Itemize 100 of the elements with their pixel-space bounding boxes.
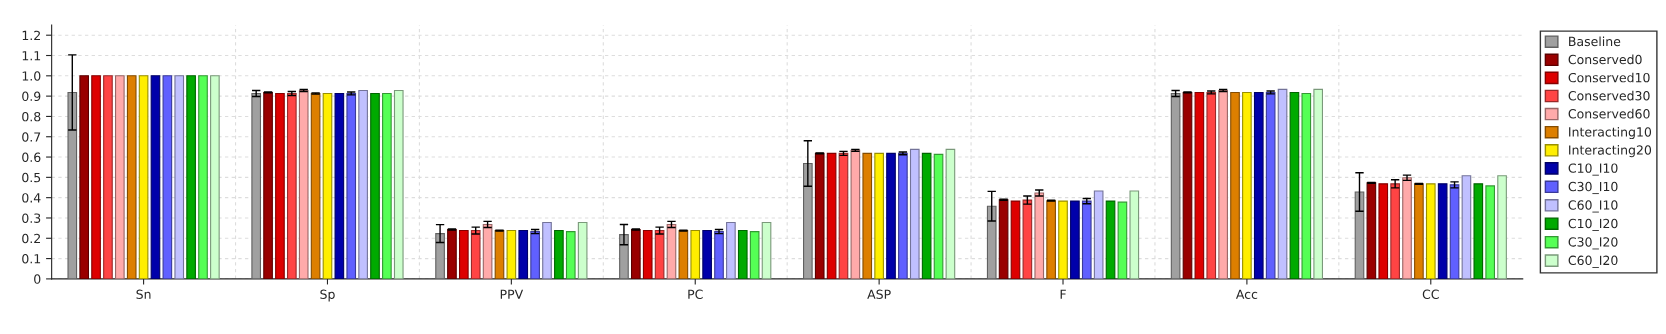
y-tick-label: 0 [34,274,41,284]
bar [322,92,333,279]
y-tick-label: 0.3 [22,213,41,223]
bar [1414,183,1424,279]
bar [1497,175,1507,279]
bar [737,230,748,279]
bar [850,149,861,279]
bar [150,75,161,279]
x-tick-label: PC [688,289,703,299]
bar [1425,183,1436,279]
y-tick-label: 0.6 [22,152,41,162]
bar [1277,88,1288,279]
bar [1253,91,1264,279]
bar [803,162,813,279]
bar [826,152,837,279]
bar [565,231,576,279]
bar [909,148,920,279]
bar [678,230,689,279]
bar [1070,200,1080,279]
bar [666,223,677,279]
bar [933,153,944,279]
bar [998,199,1009,279]
bar [726,221,736,279]
bar [1230,91,1240,279]
bar [1093,190,1104,279]
bar [251,92,262,279]
bar [1129,190,1140,279]
bar [138,75,149,279]
bar [1206,91,1217,279]
bar [577,221,588,279]
bar [1117,201,1128,279]
y-tick-label: 0.2 [22,233,40,244]
bar [702,230,712,279]
y-tick-label: 0.5 [22,172,41,183]
bar [1449,184,1460,279]
bar [631,228,641,279]
x-tick-label: F [1060,289,1066,299]
y-tick-label: 1.1 [22,51,41,61]
bar [1058,200,1068,279]
bar [530,231,540,279]
bar [298,89,309,279]
bar [1366,182,1377,279]
y-tick-label: 0.1 [22,254,41,264]
x-tick-label: CC [1422,289,1439,299]
bar [1437,183,1448,279]
bar [1485,185,1496,279]
bar [1473,183,1484,279]
bar [1105,200,1116,279]
bar [1081,200,1092,279]
bar [186,75,196,279]
bar [103,75,113,279]
bar [1022,199,1033,279]
bar [898,152,908,279]
bar [1289,91,1300,279]
bar [838,152,849,279]
bar [91,75,101,279]
bar [1265,91,1276,279]
bar [749,231,760,279]
bar [382,92,392,279]
bar [921,152,932,279]
bar [714,231,724,279]
bar [886,152,896,279]
bar [458,230,469,279]
bar [470,230,481,279]
bar [67,91,78,279]
x-tick-label: Acc [1235,289,1258,299]
bar [275,92,285,279]
bar [945,148,956,279]
bar [654,230,665,279]
x-tick-label: Sn [136,289,151,299]
y-tick-label: 0.9 [22,91,41,102]
bar [162,75,173,279]
bar [862,152,873,279]
bar [1182,91,1193,279]
legend-label: Baseline [1569,36,1621,47]
bar [1354,191,1365,279]
bar [690,230,701,279]
legend-label: Interacting10 [1569,126,1652,140]
bar [1313,88,1324,279]
bar [370,92,380,279]
bar [310,92,321,279]
bar [874,152,884,279]
bar [482,223,493,279]
bar [1034,192,1045,279]
bar [263,91,273,279]
bar [1170,92,1181,279]
legend-label: C30_I10 [1568,181,1618,195]
bar [210,75,220,279]
legend-label: C60_I20 [1568,255,1618,268]
y-tick-label: 1.2 [22,30,40,40]
bar [1301,92,1312,279]
legend-label: C60_I10 [1568,200,1618,213]
legend-label: C30_I20 [1568,237,1618,250]
bar [358,89,368,279]
x-tick-label: Sp [320,289,335,302]
y-tick-label: 0.7 [22,132,41,142]
bar [79,75,90,279]
bar [542,221,552,279]
x-tick-label: PPV [500,289,524,299]
bar [1194,91,1205,279]
